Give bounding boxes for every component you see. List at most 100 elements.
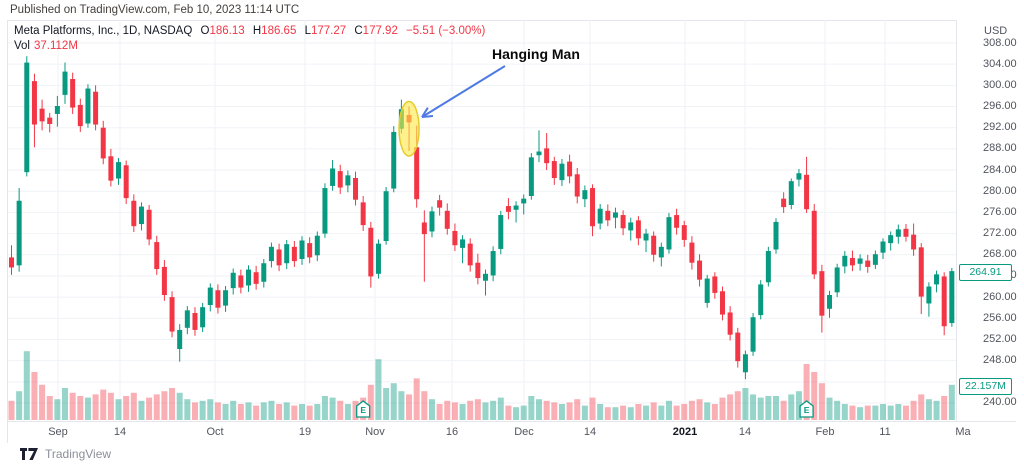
candle	[375, 243, 381, 274]
volume-bar	[841, 404, 848, 420]
candle	[712, 276, 718, 293]
volume-bar	[123, 396, 130, 420]
volume-bar	[367, 384, 374, 420]
time-tick-label: 14	[738, 426, 752, 438]
candle	[161, 266, 167, 295]
volume-bar	[490, 400, 497, 420]
volume-bar	[413, 378, 420, 420]
candle	[437, 200, 443, 208]
candle	[727, 312, 733, 335]
candle	[926, 286, 932, 304]
candle	[70, 78, 76, 108]
earnings-marker-icon[interactable]	[356, 400, 371, 418]
volume-bar	[864, 405, 871, 420]
annotation-arrowhead	[421, 115, 434, 118]
volume-bar	[826, 397, 833, 420]
candle	[192, 312, 198, 330]
candle	[651, 235, 657, 255]
candle	[261, 263, 267, 282]
volume-bar	[650, 402, 657, 420]
volume-bar	[849, 405, 856, 420]
earnings-marker-letter: E	[804, 405, 810, 415]
volume-bar	[643, 405, 650, 420]
candle	[253, 272, 259, 284]
candle	[116, 162, 122, 179]
price-tick-label: 300.00	[983, 78, 1017, 91]
volume-bar	[688, 400, 695, 420]
candle	[719, 291, 725, 315]
candle	[475, 262, 481, 279]
candle	[177, 329, 183, 349]
candle	[9, 257, 14, 268]
time-axis[interactable]: Sep 14 Oct 19 Nov 16 Dec 14 2021 14 Feb 11 Ma	[8, 421, 1016, 443]
volume-bar	[627, 407, 634, 420]
candle	[490, 251, 496, 276]
volume-bar	[941, 396, 948, 420]
volume-bar	[276, 404, 283, 420]
volume-bar	[77, 396, 84, 420]
candle	[482, 273, 488, 281]
price-tick-label: 292.00	[983, 121, 1017, 134]
volume-bar	[69, 392, 76, 420]
volume-bar	[597, 404, 604, 420]
candle	[284, 244, 290, 264]
candle	[54, 105, 60, 114]
candle	[742, 354, 748, 373]
candle	[169, 297, 175, 332]
candle	[31, 81, 37, 125]
volume-bar	[191, 402, 198, 420]
candle	[184, 310, 190, 328]
tradingview-brand-text[interactable]: TradingView	[45, 447, 112, 461]
candle	[383, 191, 389, 241]
time-tick-label: 14	[583, 426, 597, 438]
candle	[24, 62, 30, 173]
volume-bar	[291, 405, 298, 420]
candle	[353, 177, 359, 200]
candle	[215, 290, 221, 308]
earnings-marker-icon[interactable]	[799, 400, 814, 418]
price-tick-label: 288.00	[983, 142, 1017, 155]
volume-bar	[214, 402, 221, 420]
candle	[918, 247, 924, 297]
candle	[941, 276, 947, 327]
volume-bar	[406, 394, 413, 420]
volume-bar	[100, 389, 107, 420]
volume-bar	[872, 405, 879, 420]
candle	[528, 157, 534, 196]
volume-bar	[375, 359, 382, 420]
volume-bar	[574, 399, 581, 420]
volume-bar	[54, 399, 61, 420]
candle	[146, 209, 152, 240]
volume-bar	[566, 402, 573, 420]
volume-bar	[299, 404, 306, 420]
footer: TradingView	[20, 447, 111, 461]
volume-bar	[344, 404, 351, 420]
candle	[697, 260, 703, 280]
candle	[597, 208, 603, 224]
volume-bar	[107, 392, 114, 420]
volume-bar	[589, 397, 596, 420]
price-tick-label: 256.00	[983, 311, 1017, 324]
volume-bar	[176, 392, 183, 420]
price-axis[interactable]: USD 308.00 304.00 300.00 296.00 292.00 288.00…	[956, 20, 1017, 421]
candle	[559, 163, 565, 181]
candle	[834, 267, 840, 293]
candle	[368, 227, 374, 277]
volume-bar	[620, 405, 627, 420]
candle	[505, 206, 511, 212]
candle	[949, 271, 955, 324]
tradingview-logo-icon[interactable]	[20, 448, 39, 460]
volume-bar	[260, 402, 267, 420]
volume-bar	[283, 402, 290, 420]
candle	[628, 222, 634, 231]
candle	[781, 198, 787, 208]
volume-bar	[719, 397, 726, 420]
volume-bar	[390, 383, 397, 420]
candle	[857, 258, 863, 264]
candle	[93, 91, 99, 125]
volume-bar	[222, 404, 229, 420]
volume-bar	[237, 404, 244, 420]
volume-bar	[84, 397, 91, 420]
candle	[620, 215, 626, 229]
